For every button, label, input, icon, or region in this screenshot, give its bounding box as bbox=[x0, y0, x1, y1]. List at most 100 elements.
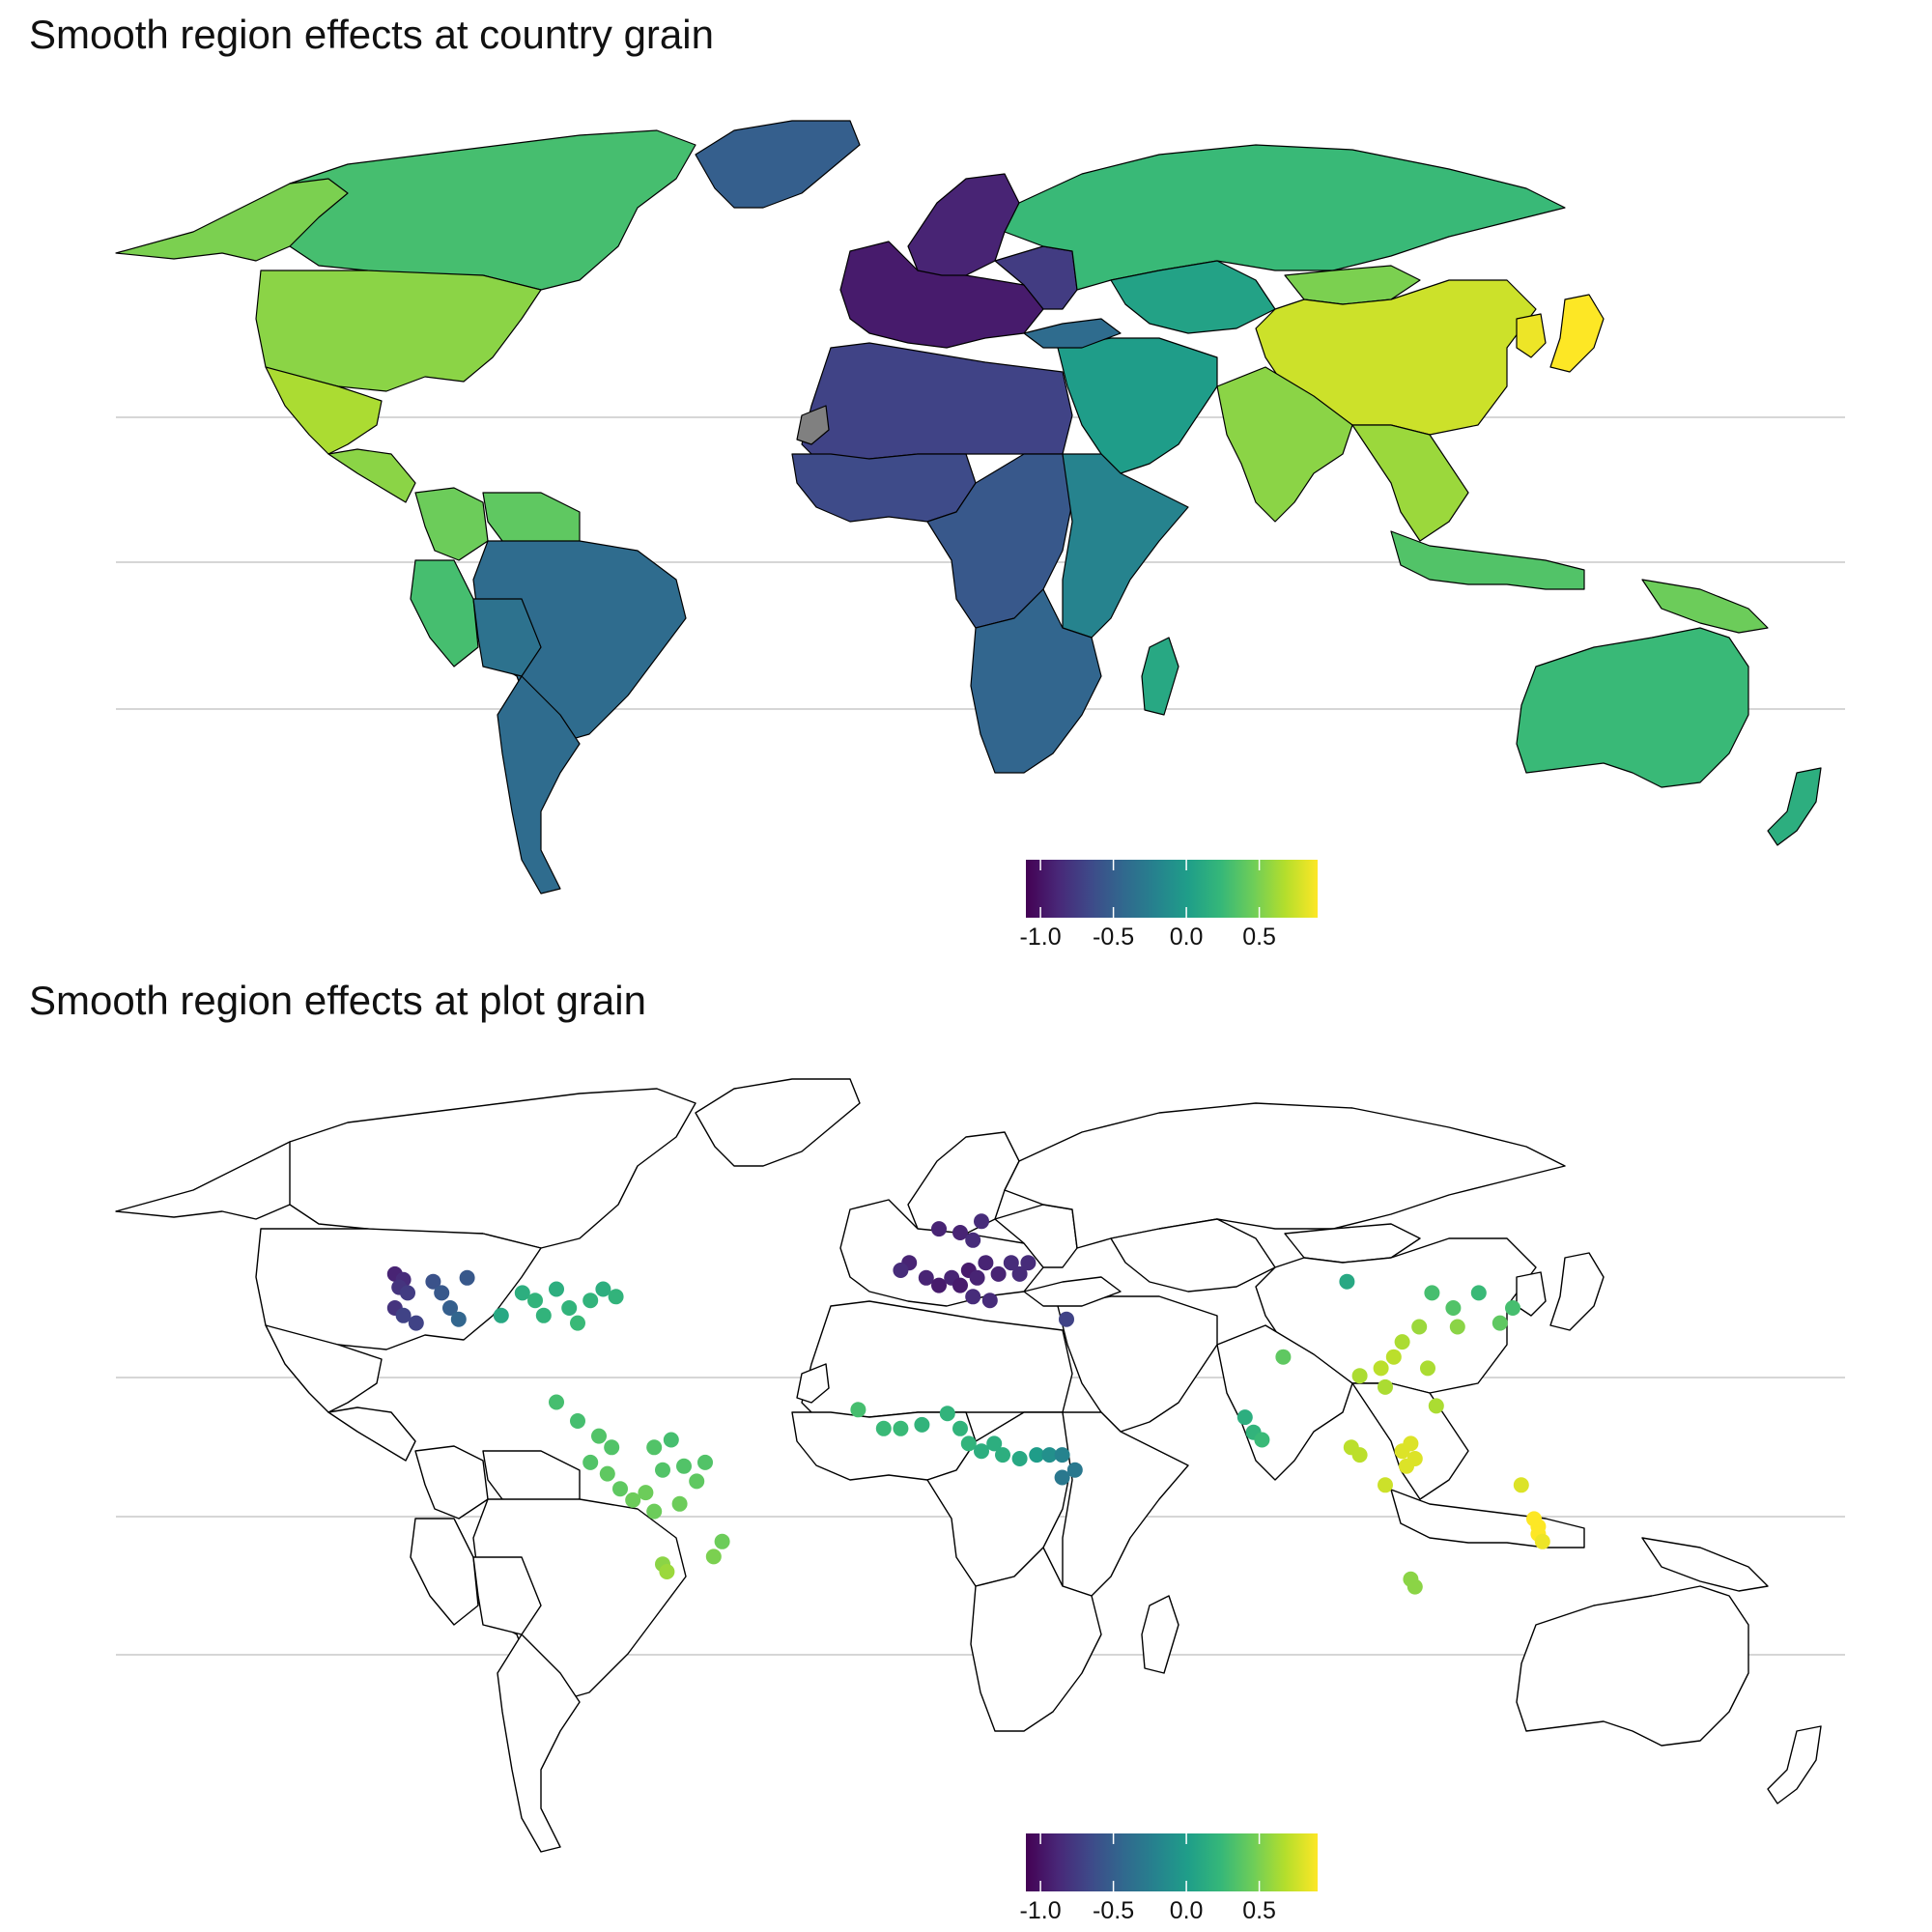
region-korea bbox=[1516, 313, 1547, 358]
plot-point bbox=[986, 1435, 1003, 1452]
region-mexico bbox=[265, 366, 383, 455]
plot-point bbox=[582, 1293, 599, 1309]
plot-point bbox=[974, 1443, 989, 1460]
region-madagascar bbox=[1141, 637, 1179, 716]
plot-point bbox=[1339, 1273, 1355, 1290]
colorbar-tick-label: -1.0 bbox=[1020, 1897, 1062, 1924]
colorbar-tick-label: 0.5 bbox=[1242, 923, 1276, 951]
region-argentina bbox=[497, 675, 581, 895]
plot-point bbox=[671, 1495, 688, 1512]
color-legend: -1.0 -0.5 0.0 0.5 bbox=[1020, 860, 1318, 951]
region-india bbox=[1216, 366, 1353, 523]
outline-middle-east bbox=[1057, 1295, 1218, 1433]
region-united-states bbox=[255, 270, 542, 392]
outline-papua-new-guinea bbox=[1641, 1537, 1769, 1592]
plot-point bbox=[1373, 1360, 1389, 1377]
plot-point bbox=[969, 1269, 985, 1286]
plot-point bbox=[459, 1269, 475, 1286]
plot-point bbox=[1513, 1477, 1529, 1493]
outline-australia bbox=[1516, 1585, 1749, 1747]
outline-greenland bbox=[695, 1078, 861, 1167]
plot-point bbox=[965, 1232, 981, 1248]
plot-point bbox=[931, 1221, 947, 1237]
plot-point bbox=[646, 1503, 663, 1520]
region-russia bbox=[1004, 144, 1566, 291]
plot-point bbox=[612, 1481, 628, 1497]
outline-venezuela bbox=[482, 1450, 581, 1505]
plot-point bbox=[1236, 1409, 1253, 1426]
region-southeast-asia bbox=[1351, 424, 1469, 542]
panel-title: Smooth region effects at country grain bbox=[29, 12, 714, 57]
plot-point bbox=[974, 1213, 989, 1230]
region-middle-east bbox=[1057, 337, 1218, 474]
plot-point bbox=[646, 1439, 663, 1456]
outline-central-america bbox=[327, 1406, 416, 1462]
plot-grain-map: -1.0 -0.5 0.0 0.5 bbox=[115, 1078, 1845, 1924]
plot-point bbox=[981, 1293, 998, 1309]
land-outlines bbox=[115, 1078, 1822, 1853]
region-peru bbox=[410, 559, 479, 668]
colorbar bbox=[1026, 1833, 1318, 1891]
region-bolivia bbox=[472, 598, 542, 677]
outline-madagascar bbox=[1141, 1595, 1179, 1674]
outline-canada bbox=[289, 1088, 696, 1249]
plot-point bbox=[1445, 1300, 1462, 1316]
plot-point bbox=[931, 1277, 947, 1293]
color-legend: -1.0 -0.5 0.0 0.5 bbox=[1020, 1833, 1318, 1924]
plot-point bbox=[893, 1263, 909, 1278]
region-west-africa bbox=[791, 453, 977, 523]
plot-point bbox=[676, 1458, 692, 1474]
plot-point bbox=[527, 1293, 543, 1309]
plot-point bbox=[1275, 1349, 1292, 1365]
plot-point bbox=[1029, 1447, 1045, 1463]
region-east-africa bbox=[1062, 453, 1189, 639]
outline-peru bbox=[410, 1518, 479, 1626]
plot-point bbox=[493, 1307, 509, 1323]
outline-europe bbox=[839, 1199, 1044, 1307]
plot-point bbox=[591, 1428, 607, 1444]
plot-point bbox=[655, 1462, 670, 1478]
colorbar-tick-label: -0.5 bbox=[1093, 1897, 1134, 1924]
plot-point bbox=[1411, 1319, 1428, 1335]
plot-point bbox=[1385, 1349, 1402, 1365]
colorbar-tick-label: 0.0 bbox=[1170, 923, 1204, 951]
region-papua-new-guinea bbox=[1641, 579, 1769, 634]
outline-colombia bbox=[414, 1445, 489, 1520]
colorbar-tick-label: 0.5 bbox=[1242, 1897, 1276, 1924]
outline-mexico bbox=[265, 1324, 383, 1413]
plot-point bbox=[570, 1413, 585, 1429]
plot-point bbox=[1428, 1398, 1444, 1414]
plot-point bbox=[549, 1281, 564, 1297]
plot-point bbox=[1054, 1447, 1070, 1463]
outline-east-africa bbox=[1062, 1411, 1189, 1597]
colorbar-tick-label: 0.0 bbox=[1170, 1897, 1204, 1924]
plot-point bbox=[1505, 1300, 1520, 1316]
plot-point bbox=[1424, 1285, 1440, 1301]
region-greenland bbox=[695, 120, 861, 209]
plot-point bbox=[978, 1255, 994, 1271]
region-central-america bbox=[327, 448, 416, 503]
outline-turkey bbox=[1023, 1276, 1122, 1307]
plot-point bbox=[1449, 1319, 1465, 1335]
plot-point bbox=[663, 1432, 679, 1448]
panel-title: Smooth region effects at plot grain bbox=[29, 978, 646, 1023]
plot-point bbox=[893, 1420, 909, 1436]
region-japan bbox=[1549, 294, 1605, 373]
plot-point bbox=[939, 1406, 955, 1422]
region-north-africa bbox=[801, 342, 1073, 465]
plot-point bbox=[434, 1285, 450, 1301]
plot-points bbox=[386, 1213, 1550, 1595]
colorbar-tick-label: -0.5 bbox=[1093, 923, 1134, 951]
plot-point bbox=[1420, 1360, 1435, 1377]
plot-point bbox=[952, 1420, 968, 1436]
plot-point bbox=[604, 1439, 620, 1456]
region-canada bbox=[289, 129, 696, 291]
region-kazakhstan bbox=[1110, 260, 1276, 334]
plot-point bbox=[965, 1289, 981, 1305]
plot-point bbox=[1011, 1265, 1028, 1282]
plot-point bbox=[1470, 1285, 1487, 1301]
colorbar bbox=[1026, 860, 1318, 918]
region-new-zealand bbox=[1767, 767, 1822, 846]
region-indonesia bbox=[1390, 530, 1585, 590]
region-colombia bbox=[414, 487, 489, 561]
